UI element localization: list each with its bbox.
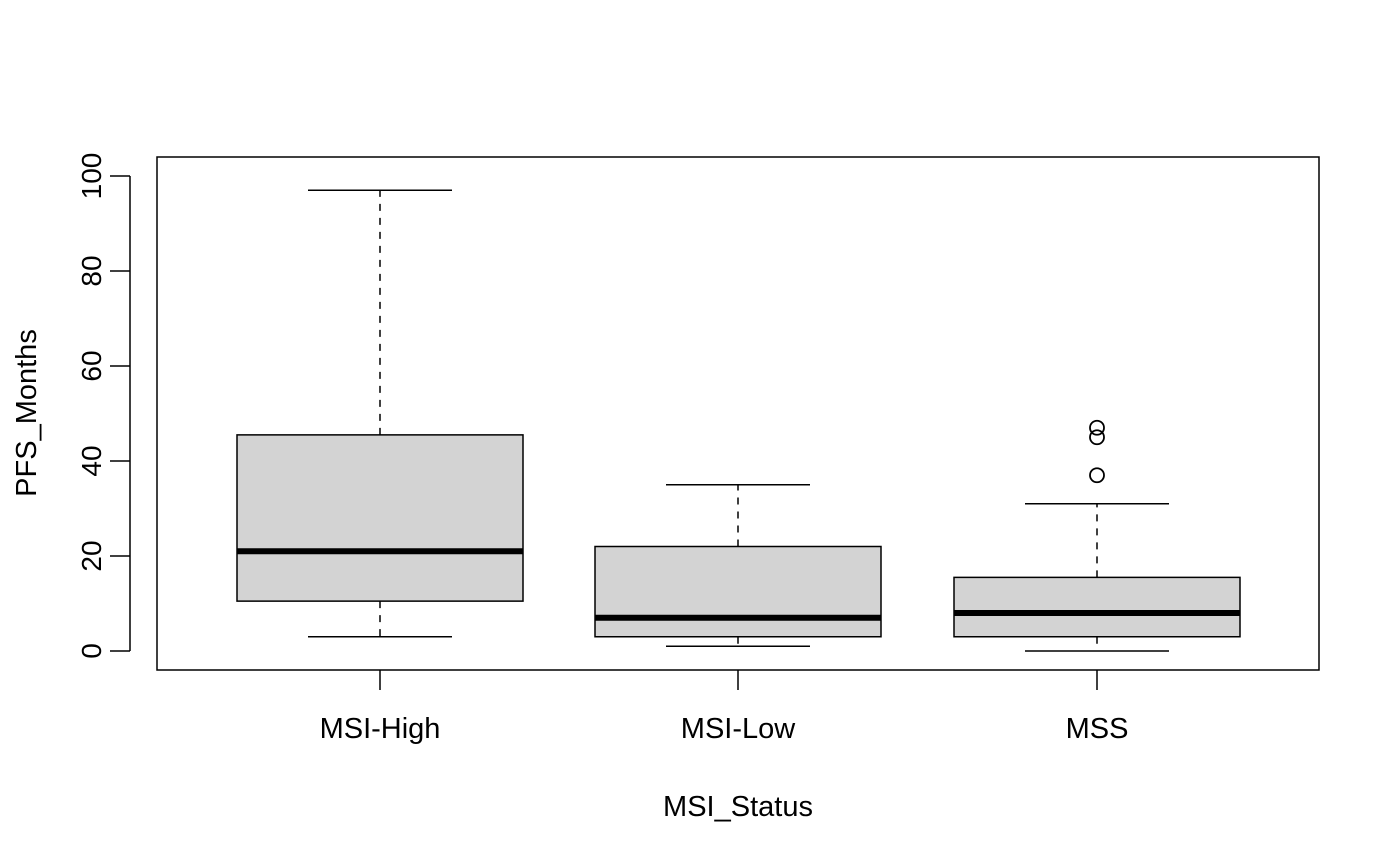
x-tick-label: MSI-Low [681, 713, 796, 745]
outlier-point [1089, 429, 1105, 446]
box-msi-high [236, 189, 524, 638]
x-tick-label: MSS [1066, 713, 1129, 745]
y-axis-label: PFS_Months [11, 329, 43, 497]
x-axis: MSI-High MSI-Low MSS [320, 670, 1129, 745]
y-tick-label: 0 [76, 643, 107, 659]
y-tick-label: 80 [76, 255, 107, 286]
y-axis: 0 20 40 60 80 100 [76, 153, 131, 659]
iqr-box [594, 545, 882, 638]
outlier-point [1089, 467, 1105, 484]
outlier-point [1089, 419, 1105, 436]
iqr-box [953, 576, 1241, 638]
x-axis-label: MSI_Status [663, 791, 813, 823]
box-msi-low [594, 484, 882, 647]
y-tick-label: 40 [76, 445, 107, 476]
boxes-group [236, 189, 1241, 652]
y-tick-label: 20 [76, 540, 107, 571]
iqr-box [236, 434, 524, 602]
y-tick-label: 60 [76, 350, 107, 381]
y-tick-label: 100 [76, 153, 107, 200]
box-mss [953, 419, 1241, 652]
x-tick-label: MSI-High [320, 713, 441, 745]
